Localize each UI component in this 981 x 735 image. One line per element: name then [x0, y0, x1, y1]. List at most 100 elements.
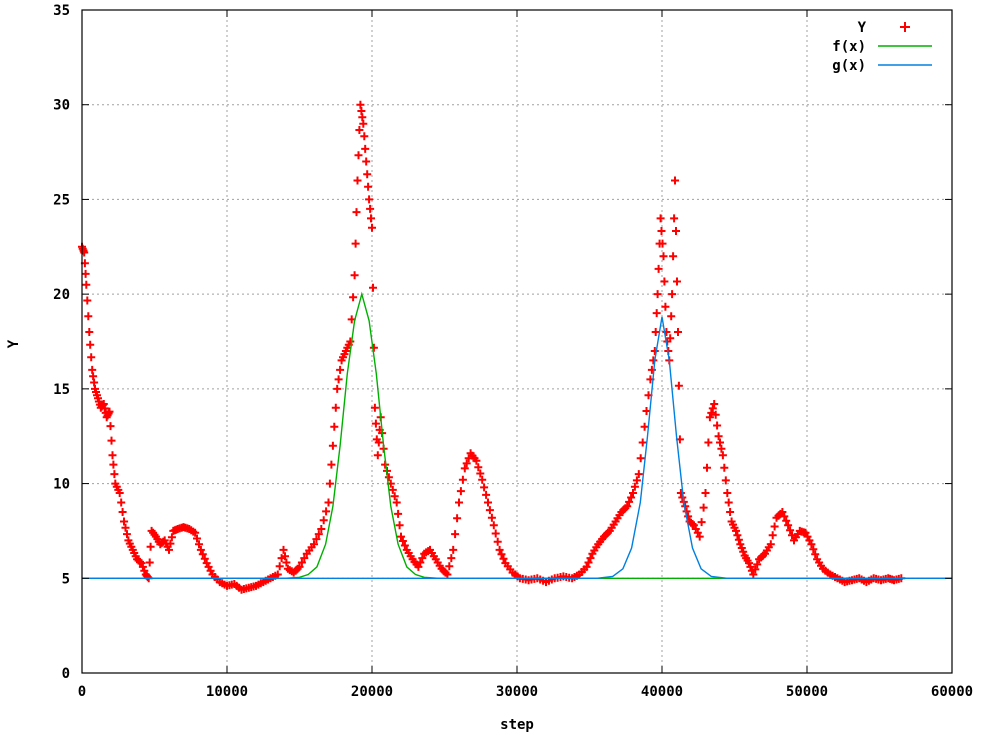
data-point-fill-y	[369, 343, 378, 352]
data-point-y	[165, 545, 173, 554]
y-tick-label: 35	[53, 3, 70, 19]
data-point-y	[736, 540, 745, 549]
data-point-fill-y	[200, 554, 209, 563]
data-point-fill-y	[651, 328, 660, 336]
data-point-fill-y	[720, 463, 729, 472]
y-tick-label: 5	[62, 571, 70, 587]
data-point-fill-y	[476, 469, 485, 478]
data-point-fill-y	[462, 459, 471, 468]
data-point-fill-y	[625, 497, 634, 506]
data-point-y	[455, 498, 463, 507]
data-point-fill-y	[737, 544, 746, 552]
data-point-y	[350, 271, 359, 280]
data-point-fill-y	[684, 512, 693, 521]
grid-lines	[82, 10, 952, 673]
data-point-fill-y	[117, 498, 126, 507]
legend-label-y: Y	[858, 20, 867, 36]
data-point-y	[392, 498, 401, 507]
data-point-y	[705, 413, 714, 422]
data-point-y	[105, 407, 114, 416]
data-point-y	[807, 540, 816, 549]
data-point-fill-y	[445, 562, 454, 571]
data-point-y	[623, 502, 632, 511]
data-point-fill-y	[584, 558, 593, 567]
data-point-fill-y	[688, 520, 697, 528]
data-point-fill-y	[782, 516, 791, 525]
data-point-fill-y	[670, 214, 679, 223]
data-point-fill-y	[416, 558, 425, 567]
data-point-fill-y	[721, 476, 730, 485]
x-tick-label: 30000	[496, 684, 538, 700]
data-point-fill-y	[669, 252, 678, 261]
data-point-fill-y	[780, 512, 789, 521]
data-point-fill-y	[314, 530, 323, 539]
data-point-fill-y	[447, 554, 456, 563]
data-point-fill-y	[297, 558, 306, 567]
data-point-fill-y	[456, 487, 465, 496]
data-point-y	[662, 328, 671, 336]
data-point-y	[85, 328, 94, 336]
x-tick-label: 20000	[351, 684, 393, 700]
data-point-y	[478, 475, 487, 484]
data-point-y	[766, 540, 775, 549]
data-point-fill-y	[642, 407, 651, 415]
data-point-fill-y	[751, 565, 760, 574]
tick-labels: 0 5 10 15 20 25 30 35 0 10000 20000 30000 40000 50000…	[53, 3, 973, 700]
data-point-y	[333, 384, 342, 393]
data-point-fill-y	[361, 144, 370, 153]
data-point-y	[778, 508, 787, 516]
x-tick-label: 0	[78, 684, 86, 700]
data-point-y	[634, 470, 643, 479]
data-point-fill-y	[388, 485, 397, 494]
data-point-fill-y	[109, 460, 118, 469]
y-tick-label: 15	[53, 382, 70, 398]
data-point-fill-y	[493, 537, 502, 546]
data-point-y	[701, 489, 710, 497]
data-point-fill-y	[145, 558, 154, 567]
data-point-y	[443, 570, 452, 579]
data-point-fill-y	[453, 514, 462, 523]
data-point-y	[368, 223, 376, 232]
data-point-fill-y	[491, 529, 500, 538]
data-point-y	[328, 441, 337, 450]
data-point-y	[676, 489, 685, 497]
data-point-y	[273, 570, 282, 579]
y-tick-label: 25	[53, 192, 70, 208]
data-point-y	[115, 489, 124, 497]
data-point-fill-y	[717, 444, 726, 453]
data-point-fill-y	[398, 537, 407, 545]
data-point-y	[674, 328, 682, 336]
data-point-fill-y	[733, 531, 742, 540]
data-point-y	[120, 517, 129, 526]
data-point-fill-y	[384, 473, 393, 482]
data-point-fill-y	[485, 506, 494, 515]
data-point-fill-y	[83, 296, 92, 305]
data-point-fill-y	[395, 521, 404, 530]
data-point-y	[732, 526, 740, 535]
data-point-fill-y	[107, 436, 116, 445]
data-point-fill-y	[400, 541, 409, 550]
data-point-fill-y	[474, 463, 483, 472]
x-tick-label: 60000	[931, 684, 973, 700]
data-point-fill-y	[140, 566, 149, 575]
data-point-fill-y	[672, 227, 680, 235]
data-point-fill-y	[86, 340, 95, 349]
data-point-fill-y	[110, 470, 119, 479]
data-point-fill-y	[330, 422, 339, 431]
data-point-fill-y	[371, 419, 380, 428]
data-point-fill-y	[300, 554, 309, 563]
data-point-fill-y	[657, 227, 666, 235]
data-point-fill-y	[734, 535, 743, 544]
data-point-fill-y	[195, 540, 203, 549]
data-point-fill-y	[809, 545, 818, 554]
data-point-y	[640, 422, 649, 431]
data-point-y	[373, 451, 382, 460]
data-point-fill-y	[711, 410, 720, 419]
data-point-y	[671, 176, 679, 185]
data-point-y	[365, 195, 374, 204]
x-tick-label: 40000	[641, 684, 683, 700]
data-point-fill-y	[367, 214, 375, 223]
data-point-fill-y	[198, 550, 207, 559]
data-point-fill-y	[704, 438, 713, 447]
